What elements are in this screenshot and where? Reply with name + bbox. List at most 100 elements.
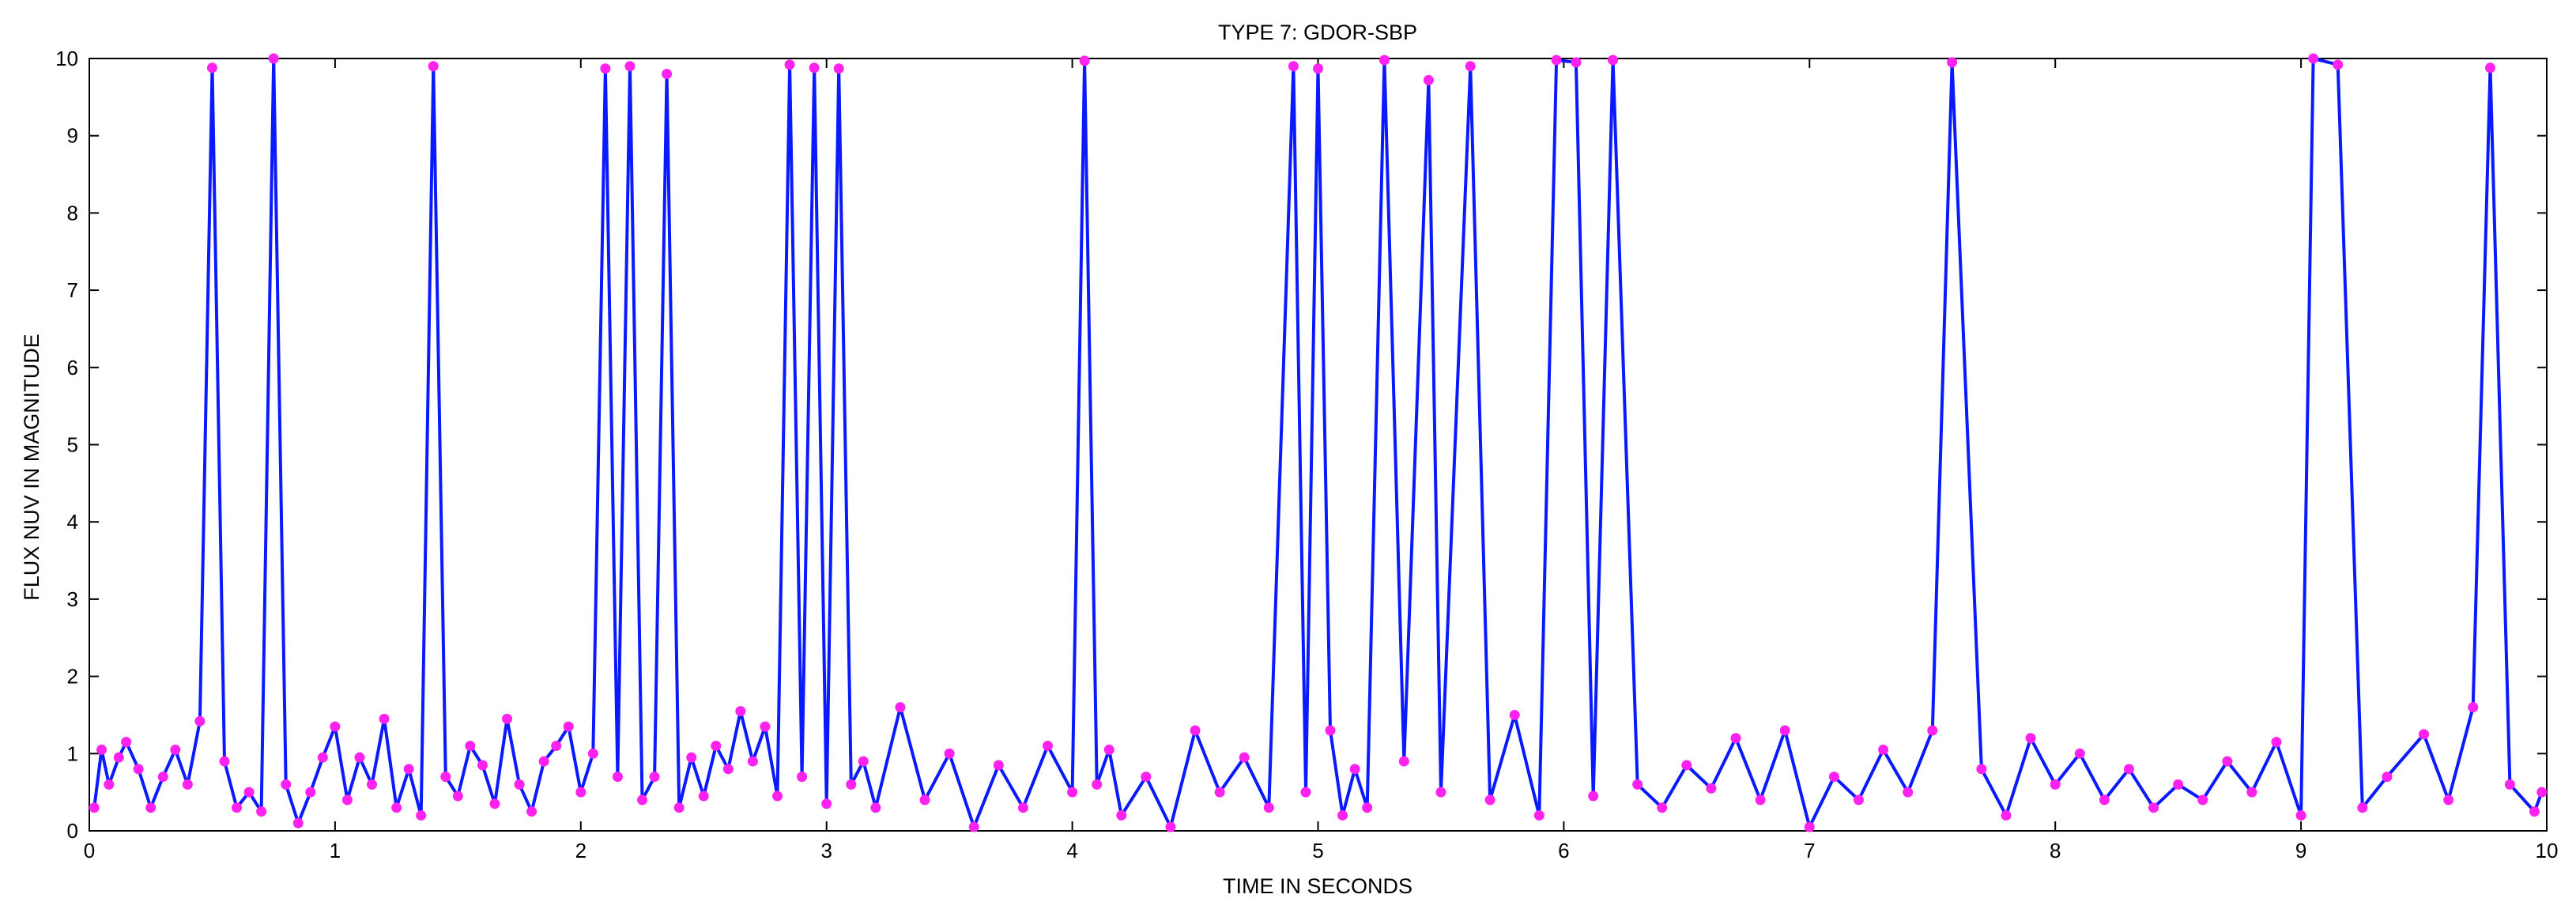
- x-tick-label-1: 1: [330, 839, 341, 862]
- data-point: [89, 802, 100, 813]
- data-point: [624, 61, 636, 72]
- data-point: [2536, 787, 2548, 798]
- data-point: [1976, 764, 1987, 775]
- data-point: [686, 752, 697, 763]
- data-point: [1288, 61, 1299, 72]
- data-point: [735, 706, 746, 717]
- data-point: [2173, 779, 2184, 790]
- data-point: [1423, 74, 1434, 85]
- data-point: [391, 802, 402, 813]
- data-point: [2246, 787, 2257, 798]
- data-point: [587, 748, 598, 759]
- data-point: [1706, 783, 1717, 794]
- data-point: [330, 721, 341, 732]
- data-point: [1903, 787, 1914, 798]
- data-point: [1103, 744, 1115, 755]
- data-point: [784, 59, 795, 70]
- data-point: [526, 806, 537, 817]
- data-point: [1190, 725, 1201, 736]
- data-point: [2443, 794, 2454, 806]
- x-tick-label-7: 7: [1804, 839, 1815, 862]
- data-point: [637, 794, 648, 806]
- data-point: [1116, 809, 1127, 821]
- data-point: [1300, 787, 1311, 798]
- y-tick-label-5: 5: [67, 433, 78, 457]
- data-point: [354, 752, 365, 763]
- data-point: [2271, 737, 2282, 748]
- x-tick-label-10: 10: [2536, 839, 2559, 862]
- y-tick-label-3: 3: [67, 587, 78, 611]
- data-point: [157, 772, 168, 783]
- data-point: [1533, 809, 1544, 821]
- data-point: [104, 779, 115, 790]
- y-axis-label: FLUX NUV IN MAGNITUDE: [20, 334, 43, 601]
- x-tick-label-2: 2: [575, 839, 586, 862]
- data-point: [1853, 794, 1864, 806]
- data-point: [1551, 55, 1562, 66]
- data-point: [993, 760, 1004, 771]
- data-point: [317, 752, 328, 763]
- x-tick-label-0: 0: [84, 839, 95, 862]
- data-point: [194, 715, 206, 726]
- x-tick-label-4: 4: [1066, 839, 1077, 862]
- data-point: [1435, 787, 1446, 798]
- data-point: [2333, 59, 2344, 70]
- x-tick-label-3: 3: [820, 839, 832, 862]
- data-point: [1362, 802, 1373, 813]
- data-point: [489, 798, 500, 809]
- data-point: [2074, 748, 2085, 759]
- x-axis-label: TIME IN SECONDS: [1223, 874, 1412, 898]
- data-point: [1657, 802, 1668, 813]
- data-point: [428, 61, 439, 72]
- data-point: [465, 741, 476, 752]
- data-point: [1588, 791, 1599, 802]
- data-point: [502, 713, 513, 724]
- data-point: [662, 69, 673, 80]
- data-point: [968, 821, 979, 832]
- data-point: [711, 741, 722, 752]
- data-point: [268, 53, 279, 64]
- data-point: [919, 794, 930, 806]
- data-point: [1398, 756, 1409, 767]
- data-point: [1632, 779, 1643, 790]
- data-point: [673, 802, 685, 813]
- data-point: [698, 791, 709, 802]
- data-point: [1079, 55, 1090, 66]
- data-point: [367, 779, 378, 790]
- data-point: [170, 744, 181, 755]
- data-point: [1239, 752, 1250, 763]
- chart-title: TYPE 7: GDOR-SBP: [1218, 21, 1417, 44]
- data-point: [1947, 57, 1958, 68]
- data-point: [2025, 733, 2036, 744]
- y-tick-label-6: 6: [67, 356, 78, 379]
- data-point: [870, 802, 881, 813]
- y-tick-label-7: 7: [67, 278, 78, 302]
- data-point: [1730, 733, 1741, 744]
- data-point: [1017, 802, 1028, 813]
- data-point: [1092, 779, 1103, 790]
- data-point: [256, 806, 267, 817]
- data-point: [1608, 55, 1619, 66]
- data-point: [747, 756, 758, 767]
- plot-area: 0 1 2 3 4 5 6 7 8 9 10 0 1 2 3 4 5 6 7 8 9 10: [55, 47, 2558, 862]
- data-point: [281, 779, 292, 790]
- data-point: [722, 764, 734, 775]
- data-point: [121, 737, 132, 748]
- x-tick-label-9: 9: [2295, 839, 2306, 862]
- data-point: [219, 756, 230, 767]
- data-point: [403, 764, 414, 775]
- data-point: [2099, 794, 2110, 806]
- data-point: [232, 802, 243, 813]
- data-point: [1043, 741, 1054, 752]
- data-point: [1755, 794, 1766, 806]
- data-point: [206, 62, 217, 74]
- y-tick-label-4: 4: [67, 510, 78, 534]
- data-point: [1379, 55, 1390, 66]
- data-point: [760, 721, 771, 732]
- data-point: [1828, 772, 1839, 783]
- data-point: [944, 748, 955, 759]
- data-point: [416, 809, 427, 821]
- data-point: [1263, 802, 1274, 813]
- y-tick-label-1: 1: [67, 742, 78, 765]
